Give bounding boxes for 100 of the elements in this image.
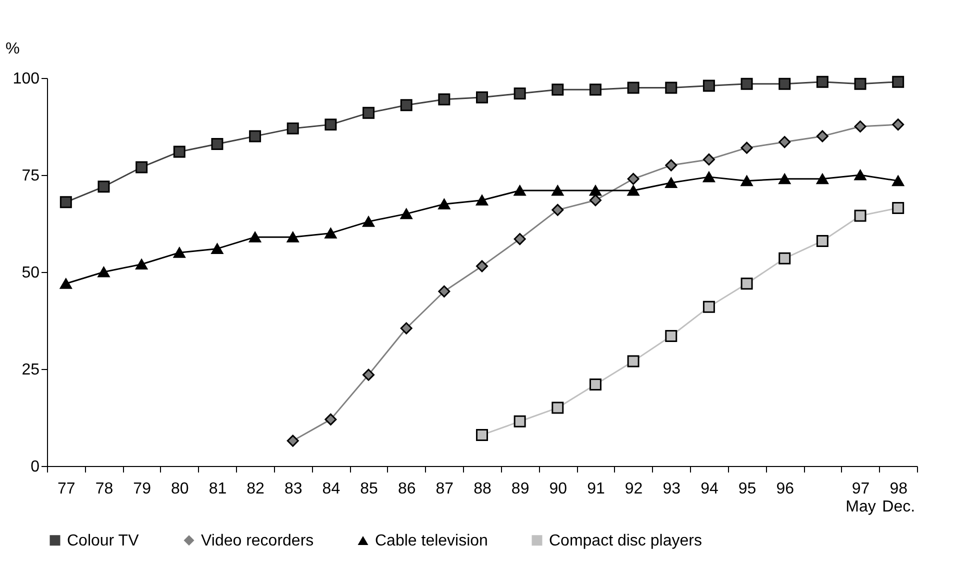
point xyxy=(627,172,640,185)
point xyxy=(740,278,753,290)
point xyxy=(740,78,753,90)
point xyxy=(627,82,640,94)
point xyxy=(362,368,375,381)
y-tick-label: 50 xyxy=(22,264,40,282)
point xyxy=(211,138,224,150)
point xyxy=(552,204,564,216)
point xyxy=(211,243,224,254)
x-tick-label: 89 xyxy=(511,480,530,498)
point xyxy=(778,136,791,148)
point xyxy=(892,202,904,214)
x-tick-label: 88 xyxy=(474,480,492,498)
legend-label: Colour TV xyxy=(67,532,140,550)
point xyxy=(665,82,678,94)
point xyxy=(514,415,526,428)
point xyxy=(514,233,526,246)
point xyxy=(476,260,488,272)
point xyxy=(438,285,450,298)
point xyxy=(854,210,866,222)
point xyxy=(665,159,678,172)
point xyxy=(249,232,262,242)
x-tick-label: 95 xyxy=(738,480,756,498)
legend-label: Compact disc players xyxy=(549,532,702,550)
point xyxy=(98,266,110,278)
x-tick-label: 84 xyxy=(322,480,340,498)
point xyxy=(816,130,828,142)
point xyxy=(324,413,337,426)
point xyxy=(702,172,715,182)
x-tick-label: 96 xyxy=(776,480,794,498)
point xyxy=(514,185,526,196)
point xyxy=(778,252,791,264)
point xyxy=(400,208,412,220)
x-tick-label: 90 xyxy=(549,480,568,498)
x-tick-label: 81 xyxy=(208,480,227,498)
point xyxy=(702,300,715,313)
y-tick-label: 0 xyxy=(30,458,40,476)
point xyxy=(476,91,488,104)
x-tick-label: 82 xyxy=(246,480,265,498)
point xyxy=(173,247,186,258)
x-tick-label: 83 xyxy=(284,480,302,498)
point xyxy=(589,185,602,196)
point xyxy=(286,434,299,447)
point xyxy=(589,84,602,96)
point xyxy=(778,78,791,90)
point xyxy=(514,88,526,100)
y-tick-label: 75 xyxy=(22,168,40,184)
point xyxy=(324,118,337,131)
x-tick-label: 98 Dec. xyxy=(882,480,916,516)
point xyxy=(665,177,678,188)
x-tick-label: 93 xyxy=(662,480,681,498)
x-tick-label: 77 xyxy=(58,480,76,498)
y-axis-title: % xyxy=(6,40,20,58)
x-tick-label: 86 xyxy=(398,480,416,498)
point xyxy=(476,194,488,206)
point xyxy=(854,170,866,180)
point xyxy=(173,146,186,158)
point xyxy=(702,153,715,166)
point xyxy=(362,106,375,119)
point xyxy=(286,232,299,242)
x-tick-label: 94 xyxy=(700,480,718,498)
point xyxy=(136,258,148,270)
point xyxy=(627,185,640,196)
point xyxy=(552,402,564,414)
point xyxy=(702,80,715,92)
point xyxy=(438,93,450,106)
x-tick-label: 79 xyxy=(133,480,152,498)
x-tick-label: 92 xyxy=(624,480,643,498)
x-tick-label: 85 xyxy=(360,480,378,498)
point xyxy=(854,78,866,90)
point xyxy=(552,185,564,196)
point xyxy=(816,234,828,247)
point xyxy=(740,142,753,154)
point xyxy=(476,428,488,441)
x-tick-label: 80 xyxy=(170,480,189,498)
point xyxy=(400,99,412,112)
y-tick-label: 100 xyxy=(12,70,40,88)
point xyxy=(627,355,640,368)
point xyxy=(438,198,450,210)
point xyxy=(136,161,148,174)
point xyxy=(249,130,262,142)
x-tick-label: 91 xyxy=(587,480,605,498)
point xyxy=(854,120,866,132)
point xyxy=(589,378,602,391)
x-tick-label: 78 xyxy=(95,480,114,498)
point xyxy=(740,176,753,186)
point xyxy=(98,180,110,193)
point xyxy=(892,176,904,186)
point xyxy=(286,122,299,134)
point xyxy=(324,228,337,238)
y-tick-label: 25 xyxy=(22,362,40,378)
point xyxy=(816,76,828,88)
x-tick-label: 87 xyxy=(436,480,454,498)
point xyxy=(60,278,72,289)
x-tick-label: 97 May xyxy=(846,480,876,516)
point xyxy=(892,76,904,88)
point xyxy=(589,194,602,206)
point xyxy=(816,174,828,184)
point xyxy=(892,118,904,131)
point xyxy=(362,216,375,227)
